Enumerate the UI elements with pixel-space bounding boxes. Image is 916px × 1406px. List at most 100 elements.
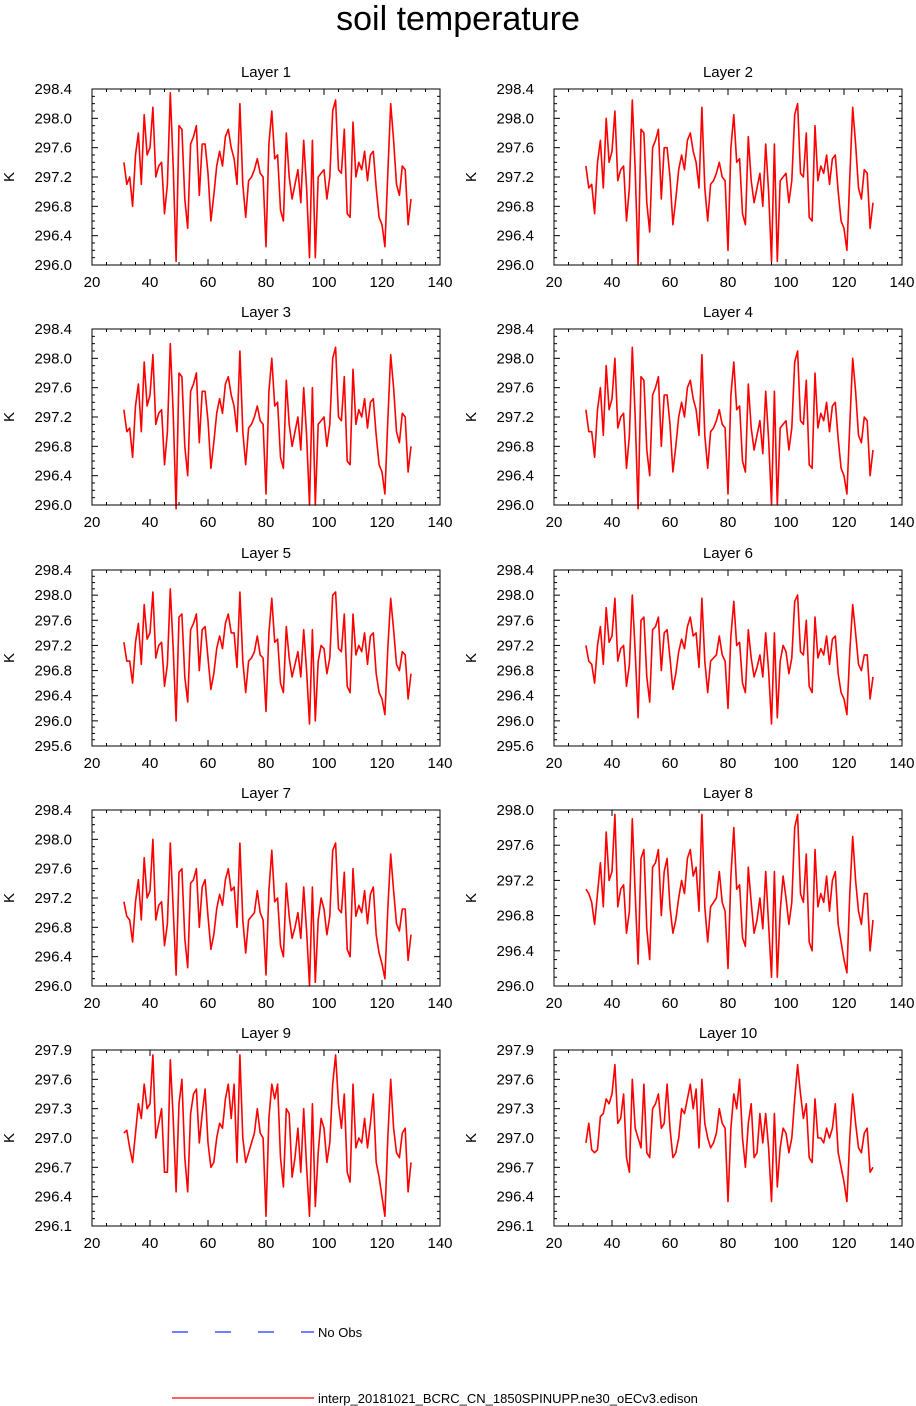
y-tick-label: 296.8: [496, 198, 534, 215]
y-tick-label: 296.4: [34, 228, 72, 245]
y-tick-label: 297.0: [34, 1130, 72, 1147]
y-tick-label: 296.4: [496, 468, 534, 485]
x-tick-label: 80: [720, 755, 737, 772]
x-tick-label: 120: [831, 274, 856, 291]
y-tick-label: 296.8: [496, 908, 534, 925]
y-tick-label: 296.8: [34, 919, 72, 936]
y-tick-label: 296.8: [34, 438, 72, 455]
y-tick-label: 298.0: [496, 802, 534, 819]
x-tick-label: 100: [311, 514, 336, 531]
series-line: [123, 588, 412, 725]
y-axis-label: K: [1, 653, 18, 663]
y-axis-label: K: [1, 172, 18, 182]
x-tick-label: 40: [604, 1235, 621, 1252]
x-tick-label: 120: [831, 1235, 856, 1252]
series-line: [123, 91, 412, 263]
y-tick-label: 296.0: [496, 497, 534, 514]
y-tick-label: 297.0: [496, 1130, 534, 1147]
chart-panels: Layer 1 K 20 40 60 80 100 120 140 296.0 296.4 296.8…: [1, 64, 915, 1252]
x-tick-label: 60: [200, 514, 217, 531]
x-tick-label: 20: [84, 1235, 101, 1252]
plot-frame: [553, 328, 903, 506]
y-tick-label: 298.0: [496, 350, 534, 367]
x-tick-label: 120: [369, 274, 394, 291]
series-line: [585, 594, 874, 725]
chart-panel-6: Layer 6 K 20 40 60 80 100 120 140 295.6 296.0 296.4…: [463, 545, 915, 772]
y-axis-label: K: [463, 653, 480, 663]
panel-title: Layer 1: [241, 64, 291, 81]
figure-title: soil temperature: [336, 0, 580, 38]
y-tick-label: 297.6: [496, 837, 534, 854]
y-tick-label: 297.2: [496, 169, 534, 186]
plot-frame: [553, 569, 903, 747]
x-tick-label: 60: [200, 755, 217, 772]
y-axis-label: K: [463, 893, 480, 903]
x-tick-label: 100: [773, 755, 798, 772]
x-tick-label: 40: [604, 514, 621, 531]
plot-frame: [91, 809, 441, 987]
x-tick-label: 100: [311, 1235, 336, 1252]
y-tick-label: 296.0: [34, 978, 72, 995]
x-tick-label: 20: [546, 274, 563, 291]
x-tick-label: 60: [662, 755, 679, 772]
x-tick-label: 80: [258, 995, 275, 1012]
y-tick-label: 298.4: [496, 562, 534, 579]
plot-frame: [91, 569, 441, 747]
y-tick-label: 297.2: [496, 409, 534, 426]
x-tick-label: 60: [200, 995, 217, 1012]
y-tick-label: 295.6: [496, 738, 534, 755]
y-tick-label: 297.3: [34, 1101, 72, 1118]
y-tick-label: 298.0: [496, 110, 534, 127]
y-tick-label: 296.7: [34, 1159, 72, 1176]
panel-title: Layer 6: [703, 545, 753, 562]
x-tick-label: 100: [773, 995, 798, 1012]
y-tick-label: 297.6: [34, 140, 72, 157]
x-tick-label: 120: [369, 514, 394, 531]
chart-panel-1: Layer 1 K 20 40 60 80 100 120 140 296.0 296.4 296.8…: [1, 64, 453, 291]
x-tick-label: 140: [889, 514, 914, 531]
x-tick-label: 120: [831, 995, 856, 1012]
y-axis-label: K: [463, 1133, 480, 1143]
chart-panel-7: Layer 7 K 20 40 60 80 100 120 140 296.0 296.4 296.8…: [1, 785, 453, 1012]
chart-panel-8: Layer 8 K 20 40 60 80 100 120 140 296.0 296.4 296.8…: [463, 785, 915, 1012]
x-tick-label: 60: [662, 995, 679, 1012]
x-tick-label: 60: [662, 274, 679, 291]
x-tick-label: 20: [84, 514, 101, 531]
y-tick-label: 297.2: [34, 169, 72, 186]
y-tick-label: 298.4: [34, 802, 72, 819]
y-tick-label: 298.0: [34, 831, 72, 848]
x-tick-label: 140: [889, 274, 914, 291]
x-tick-label: 120: [831, 514, 856, 531]
series-line: [585, 99, 874, 266]
x-tick-label: 100: [311, 995, 336, 1012]
x-tick-label: 40: [142, 995, 159, 1012]
y-tick-label: 297.9: [34, 1042, 72, 1059]
y-tick-label: 297.2: [34, 890, 72, 907]
y-tick-label: 298.4: [496, 321, 534, 338]
y-tick-label: 296.1: [34, 1218, 72, 1235]
x-tick-label: 80: [720, 514, 737, 531]
y-tick-label: 296.4: [496, 228, 534, 245]
x-tick-label: 40: [142, 755, 159, 772]
y-tick-label: 297.6: [34, 861, 72, 878]
x-tick-label: 20: [84, 995, 101, 1012]
y-tick-label: 298.4: [34, 321, 72, 338]
panel-title: Layer 9: [241, 1025, 291, 1042]
y-tick-label: 297.6: [496, 140, 534, 157]
series-line: [123, 342, 412, 510]
panel-title: Layer 8: [703, 785, 753, 802]
y-tick-label: 297.6: [496, 612, 534, 629]
y-tick-label: 296.0: [496, 713, 534, 730]
x-tick-label: 40: [142, 514, 159, 531]
chart-panel-5: Layer 5 K 20 40 60 80 100 120 140 295.6 296.0 296.4…: [1, 545, 453, 772]
x-tick-label: 120: [369, 1235, 394, 1252]
series-line: [585, 1063, 874, 1203]
y-tick-label: 298.0: [34, 110, 72, 127]
y-axis-label: K: [1, 412, 18, 422]
chart-panel-9: Layer 9 K 20 40 60 80 100 120 140 296.1 296.4 296.7…: [1, 1025, 453, 1252]
panel-title: Layer 3: [241, 304, 291, 321]
x-tick-label: 100: [311, 755, 336, 772]
x-tick-label: 60: [200, 274, 217, 291]
x-tick-label: 80: [258, 1235, 275, 1252]
